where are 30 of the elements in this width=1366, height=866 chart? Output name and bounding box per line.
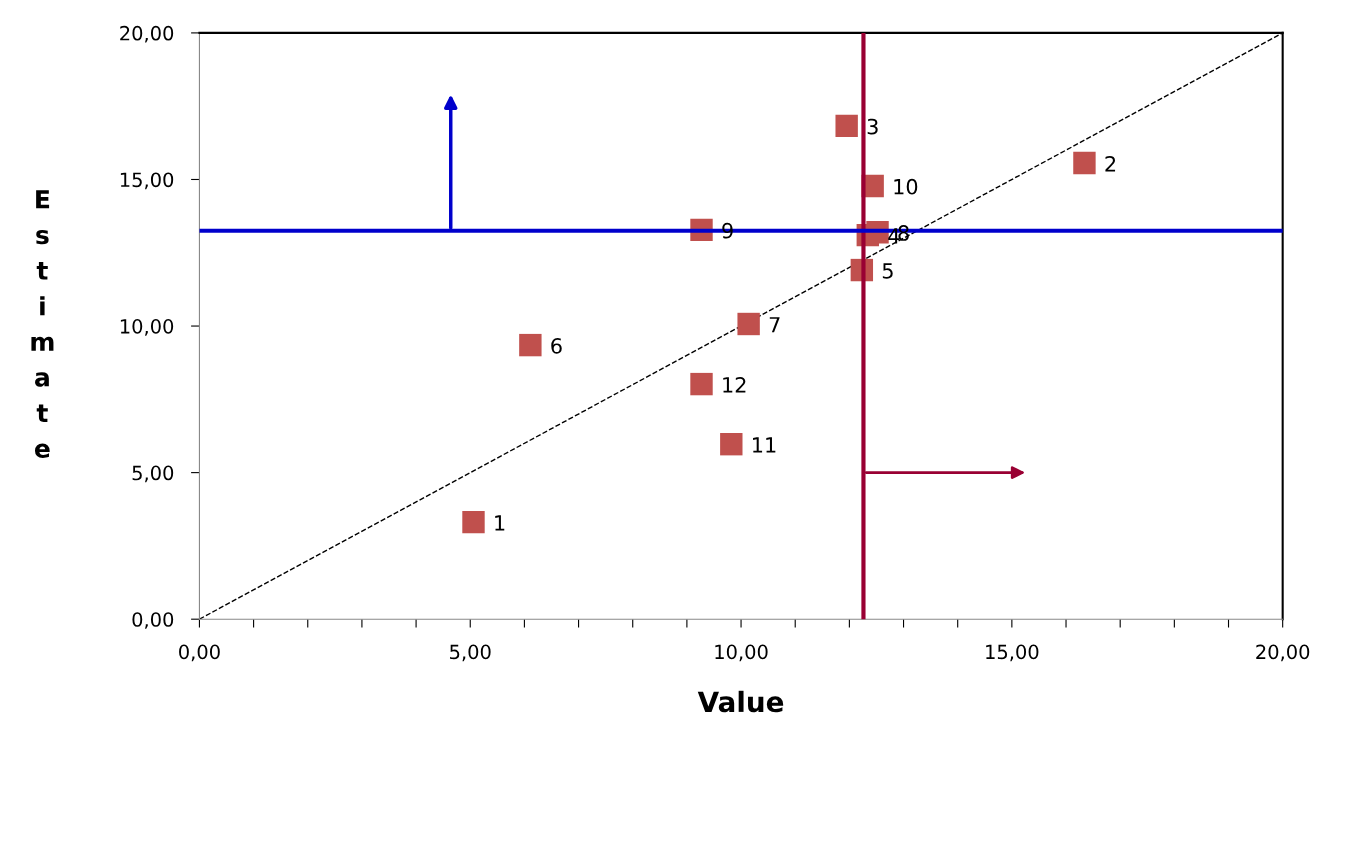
- x-axis-title: Value: [697, 690, 784, 713]
- annotation: 11: [753, 437, 776, 453]
- annotation: 7: [769, 317, 780, 333]
- point: [462, 510, 485, 534]
- y-tick-label: 0,00: [132, 612, 174, 629]
- annotation: 10: [894, 178, 918, 195]
- y-axis-title: Estimate: [31, 190, 54, 458]
- y-tick-label: 20,00: [120, 25, 174, 43]
- annotation: 8: [898, 225, 909, 241]
- annotation: 3: [867, 118, 878, 135]
- annotation: 1: [495, 515, 505, 531]
- annotation: 6: [551, 337, 562, 354]
- x-tick-label: 0,00: [179, 644, 220, 662]
- annotation: 9: [722, 222, 733, 239]
- point: [690, 372, 713, 396]
- x-tick-label: 20,00: [1256, 644, 1310, 662]
- annotation: 2: [1105, 155, 1116, 172]
- x-tick-label: 10,00: [715, 644, 768, 662]
- x-tick-label: 15,00: [986, 644, 1039, 662]
- x-tick-label: 5,00: [450, 644, 491, 662]
- point: [519, 333, 542, 357]
- annotation: 12: [723, 376, 746, 393]
- annotation: 5: [882, 263, 893, 279]
- point: [1073, 151, 1096, 175]
- point: [835, 114, 858, 138]
- y-tick-label: 15,00: [120, 172, 174, 190]
- point: [720, 432, 743, 456]
- y-tick-label: 5,00: [132, 465, 174, 483]
- point: [737, 312, 760, 336]
- y-tick-label: 10,00: [120, 319, 174, 336]
